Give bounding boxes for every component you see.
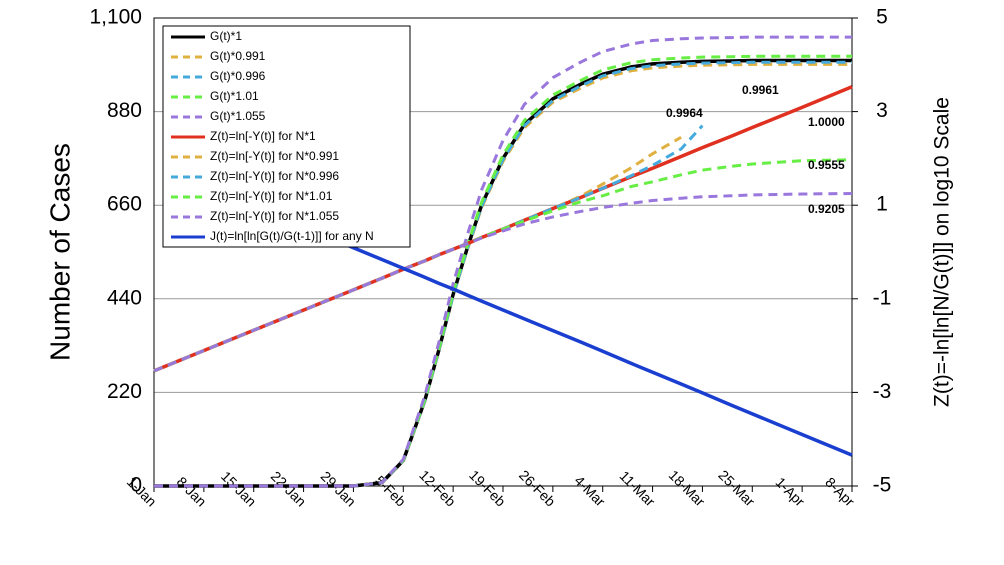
y-tick-label: 220 [107,380,142,403]
legend-label: Z(t)=ln[-Y(t)] for N*0.996 [210,169,339,183]
y2-tick-label: -5 [873,474,892,497]
y-tick-label: 440 [107,286,142,309]
x-tick-label: 8-Jan [174,473,210,509]
y-tick-label: 880 [107,99,142,122]
annotation: 0.9961 [742,83,779,97]
annotation: 1.0000 [808,115,845,129]
legend-label: J(t)=ln[ln[G(t)/G(t-1)]] for any N [210,229,374,243]
y2-tick-label: -3 [873,380,892,403]
legend-label: Z(t)=ln[-Y(t)] for N*1.01 [210,189,333,203]
y2-tick-label: 3 [876,99,888,122]
legend-label: G(t)*1 [210,29,242,43]
y-tick-label: 1,100 [89,6,142,29]
legend-label: G(t)*0.991 [210,49,266,63]
y2-tick-label: 1 [876,193,888,216]
legend-label: Z(t)=ln[-Y(t)] for N*1 [210,129,316,143]
series-line [253,204,853,457]
y2-tick-label: 5 [876,6,888,29]
y2-tick-label: -1 [873,286,892,309]
annotation: 0.9205 [808,202,845,216]
legend-label: G(t)*0.996 [210,69,266,83]
series-line [153,192,853,373]
annotation: 0.9555 [808,158,845,172]
y2-axis-title: Z(t)=-ln[ln[N/G(t)]] on log10 Scale [931,97,954,407]
legend-label: G(t)*1.055 [210,109,266,123]
x-tick-label: 8-Apr [822,474,858,510]
series-line [154,35,852,488]
y-axis-title: Number of Cases [44,143,75,361]
legend-label: G(t)*1.01 [210,89,259,103]
legend-label: Z(t)=ln[-Y(t)] for N*0.991 [210,149,339,163]
x-tick-label: 1-Apr [772,474,808,510]
legend-label: Z(t)=ln[-Y(t)] for N*1.055 [210,209,339,223]
plot-frame [153,17,853,487]
y-tick-label: 660 [107,193,142,216]
y-tick-label: 0 [130,474,142,497]
annotation: 0.9964 [666,106,703,120]
